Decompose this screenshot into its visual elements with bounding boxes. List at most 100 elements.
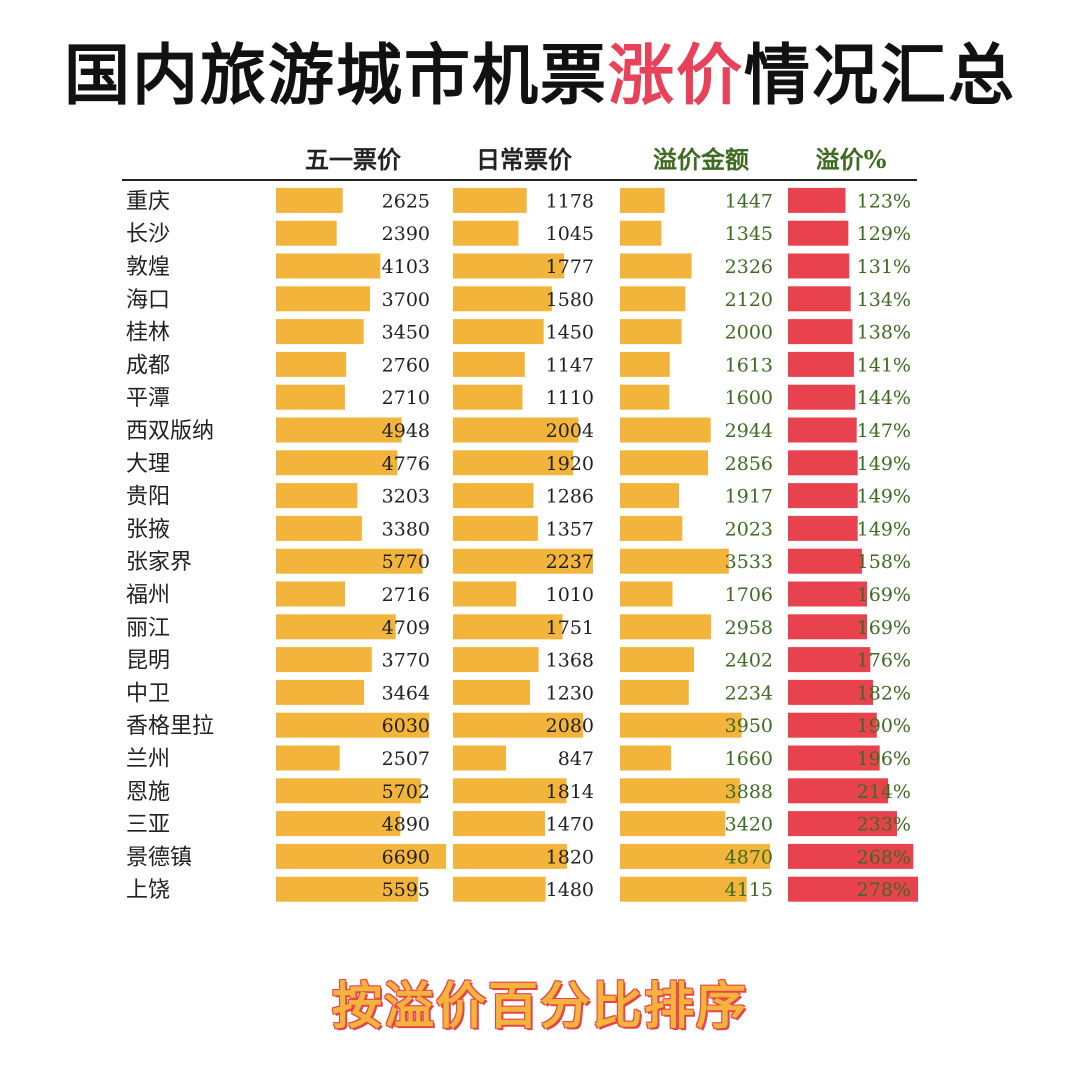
value-label: 134% <box>857 289 911 311</box>
value-label: 3450 <box>382 322 430 344</box>
bar-1 <box>453 548 593 574</box>
value-label: 3380 <box>382 518 430 540</box>
bar-3 <box>788 319 853 345</box>
bar-0 <box>276 483 358 509</box>
bar-2 <box>620 220 662 246</box>
city-label: 上饶 <box>126 878 170 903</box>
bar-1 <box>453 417 579 443</box>
value-label: 4709 <box>382 617 430 639</box>
bar-0 <box>276 351 347 377</box>
bar-1 <box>453 679 530 705</box>
bar-3 <box>788 483 858 509</box>
bar-1 <box>453 384 523 410</box>
city-label: 重庆 <box>126 189 170 214</box>
value-label: 149% <box>857 453 911 475</box>
bar-1 <box>453 811 545 837</box>
bar-1 <box>453 483 534 509</box>
bar-0 <box>276 515 362 541</box>
column-header: 溢价金额 <box>653 145 749 174</box>
bar-0 <box>276 319 364 345</box>
value-label: 1613 <box>725 354 773 376</box>
value-label: 169% <box>857 584 911 606</box>
city-label: 平潭 <box>126 386 170 411</box>
bar-2 <box>620 319 682 345</box>
value-label: 1178 <box>546 190 594 212</box>
bar-3 <box>788 778 889 804</box>
value-label: 1045 <box>546 223 594 245</box>
value-label: 2237 <box>546 551 594 573</box>
value-label: 123% <box>857 190 911 212</box>
bar-2 <box>620 712 742 738</box>
bar-3 <box>788 450 858 476</box>
bar-3 <box>788 187 846 213</box>
city-label: 景德镇 <box>126 845 192 870</box>
value-label: 144% <box>857 387 911 409</box>
page-title: 国内旅游城市机票涨价情况汇总 <box>0 22 1080 118</box>
bar-0 <box>276 548 423 574</box>
title-part2: 情况汇总 <box>744 37 1016 114</box>
value-label: 182% <box>857 682 911 704</box>
bar-0 <box>276 876 419 902</box>
city-label: 丽江 <box>126 616 170 641</box>
value-label: 5702 <box>382 781 430 803</box>
city-label: 恩施 <box>126 780 170 805</box>
bar-1 <box>453 319 544 345</box>
bar-3 <box>788 548 862 574</box>
city-label: 贵阳 <box>126 485 170 510</box>
value-label: 2760 <box>382 354 430 376</box>
value-label: 2507 <box>382 748 430 770</box>
bar-0 <box>276 286 370 312</box>
value-label: 1820 <box>546 846 594 868</box>
value-label: 1110 <box>546 387 594 409</box>
city-label: 大理 <box>126 452 170 477</box>
value-label: 4103 <box>382 256 430 278</box>
value-label: 1450 <box>546 322 594 344</box>
bar-2 <box>620 286 686 312</box>
city-label: 香格里拉 <box>126 714 214 739</box>
bar-2 <box>620 811 726 837</box>
title-part1: 国内旅游城市机票 <box>64 37 608 114</box>
bar-3 <box>788 384 856 410</box>
city-label: 张家界 <box>126 550 192 575</box>
bar-2 <box>620 253 692 279</box>
city-label: 长沙 <box>126 222 170 247</box>
city-label: 敦煌 <box>126 255 170 280</box>
bar-0 <box>276 778 421 804</box>
bar-2 <box>620 679 689 705</box>
value-label: 131% <box>857 256 911 278</box>
title-highlight: 涨价 <box>608 37 744 114</box>
bar-3 <box>788 745 880 771</box>
bar-0 <box>276 253 381 279</box>
city-label: 中卫 <box>126 681 170 706</box>
value-label: 3533 <box>725 551 773 573</box>
column-header: 五一票价 <box>305 145 402 174</box>
value-label: 3770 <box>382 650 430 672</box>
value-label: 176% <box>857 650 911 672</box>
value-label: 2080 <box>546 715 594 737</box>
value-label: 4948 <box>382 420 430 442</box>
value-label: 2390 <box>382 223 430 245</box>
city-label: 西双版纳 <box>126 419 214 444</box>
value-label: 1345 <box>725 223 773 245</box>
value-label: 233% <box>857 814 911 836</box>
bar-2 <box>620 548 729 574</box>
bar-2 <box>620 745 672 771</box>
value-label: 2944 <box>725 420 773 442</box>
value-label: 4776 <box>382 453 430 475</box>
value-label: 2004 <box>546 420 594 442</box>
bar-3 <box>788 515 858 541</box>
value-label: 4890 <box>382 814 430 836</box>
value-label: 196% <box>857 748 911 770</box>
value-label: 1917 <box>725 486 773 508</box>
city-label: 成都 <box>126 353 170 378</box>
bar-0 <box>276 187 343 213</box>
value-label: 278% <box>857 879 911 901</box>
bar-2 <box>620 351 670 377</box>
bar-0 <box>276 843 446 869</box>
bar-0 <box>276 679 364 705</box>
bar-2 <box>620 515 683 541</box>
bar-1 <box>453 614 563 640</box>
value-label: 3888 <box>725 781 773 803</box>
bar-0 <box>276 745 340 771</box>
bar-1 <box>453 843 567 869</box>
